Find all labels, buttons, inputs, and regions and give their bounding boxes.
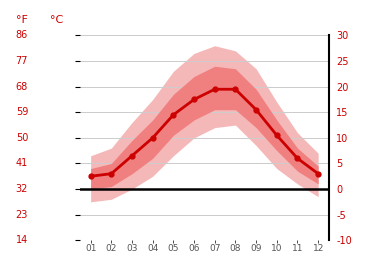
Text: 14: 14 (16, 235, 28, 245)
Text: °F: °F (16, 14, 28, 25)
Text: 50: 50 (16, 133, 28, 143)
Text: 41: 41 (16, 158, 28, 168)
Text: 77: 77 (16, 56, 28, 66)
Text: 32: 32 (16, 184, 28, 194)
Text: °C: °C (50, 14, 63, 25)
Text: 59: 59 (16, 107, 28, 117)
Text: 68: 68 (16, 82, 28, 92)
Text: 86: 86 (16, 31, 28, 40)
Text: 23: 23 (16, 210, 28, 220)
